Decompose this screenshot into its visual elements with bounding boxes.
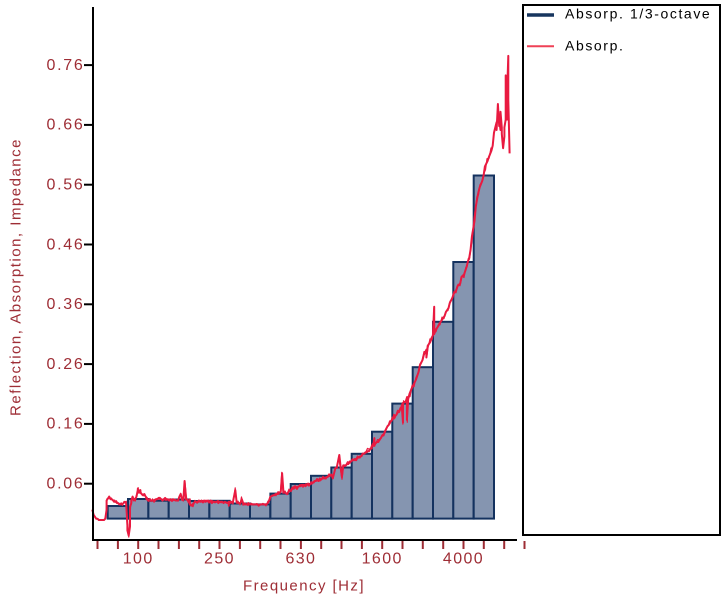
svg-text:630: 630 <box>285 551 316 568</box>
svg-text:Frequency [Hz]: Frequency [Hz] <box>243 578 365 595</box>
svg-text:250: 250 <box>204 551 235 568</box>
svg-text:0.56: 0.56 <box>47 177 85 194</box>
svg-text:Absorp.: Absorp. <box>565 37 624 53</box>
svg-text:4000: 4000 <box>443 551 484 568</box>
svg-text:Reflection, Absorption, Impeda: Reflection, Absorption, Impedance <box>8 138 25 416</box>
svg-text:0.26: 0.26 <box>47 356 85 373</box>
svg-text:0.76: 0.76 <box>47 57 85 74</box>
svg-text:0.46: 0.46 <box>47 236 85 253</box>
svg-text:0.66: 0.66 <box>47 117 85 134</box>
svg-text:1600: 1600 <box>362 551 403 568</box>
svg-text:0.36: 0.36 <box>47 296 85 313</box>
svg-text:0.06: 0.06 <box>47 476 85 493</box>
svg-text:0.16: 0.16 <box>47 416 85 433</box>
svg-text:Absorp. 1/3-octave: Absorp. 1/3-octave <box>565 5 711 21</box>
svg-text:100: 100 <box>123 551 154 568</box>
